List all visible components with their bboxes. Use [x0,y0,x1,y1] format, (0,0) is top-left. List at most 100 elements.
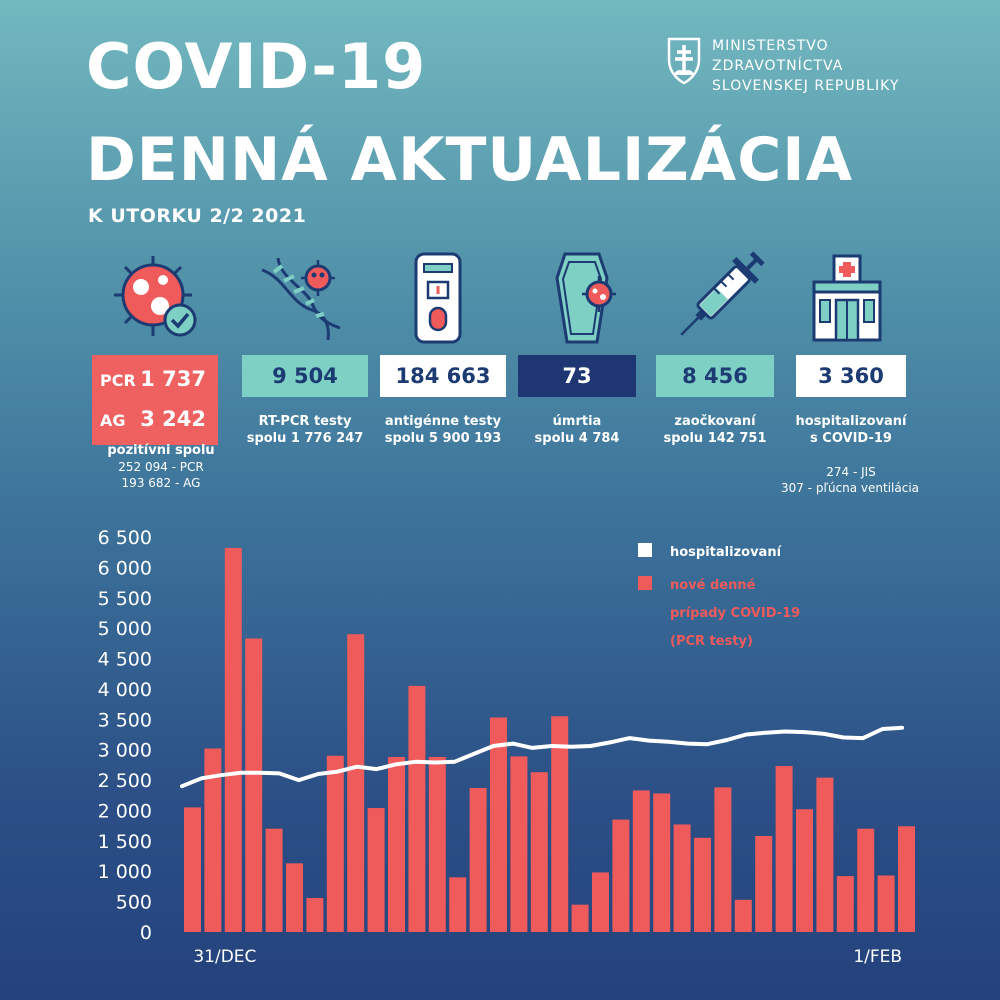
deaths-caption-line1: úmrtia [552,414,602,429]
date-subtitle: K UTORKU 2/2 2021 [88,205,307,227]
title-line-1: COVID-19 [86,30,427,103]
ag-label: AG [100,411,126,430]
rtpcr-caption-line1: RT-PCR testy [258,414,352,429]
y-tick-label: 2 500 [98,770,152,792]
bar [388,756,405,932]
rtpcr-box: 9 504 [242,355,368,397]
bar [245,638,263,932]
virus-check-icon [114,256,197,337]
bar [224,547,242,932]
bar [530,772,548,932]
y-tick-label: 4 500 [98,649,152,671]
pcr-value: 1 737 [140,367,206,391]
hospital-icon [812,254,882,342]
positive-total-pcr: 252 094 - PCR [118,460,204,474]
deaths-value: 73 [562,364,592,388]
bar [734,899,752,932]
legend-line-label: hospitalizovaní [670,545,783,560]
positive-box: PCR 1 737 AG 3 242 [92,355,218,445]
bar-series [184,547,915,932]
positive-total-ag: 193 682 - AG [121,476,201,490]
y-tick-label: 4 000 [98,679,152,701]
ministry-line-3: SLOVENSKEJ REPUBLIKY [712,78,900,94]
y-tick-label: 3 500 [98,709,152,731]
bar [775,766,793,932]
y-tick-label: 500 [116,892,152,914]
bar [490,717,507,932]
deaths-box: 73 [518,355,636,397]
y-tick-label: 6 500 [98,527,152,549]
bar [469,787,487,932]
y-tick-label: 1 000 [98,861,152,883]
y-tick-label: 6 000 [98,557,152,579]
bar [612,819,630,932]
y-tick-label: 5 000 [98,618,152,640]
bar [367,808,385,932]
bar [184,807,201,932]
bar [857,828,875,932]
bar [694,837,711,932]
bar [796,809,813,932]
antigen-value: 184 663 [395,364,491,388]
antigen-caption: antigénne testy spolu 5 900 193 [366,413,520,447]
bar [428,756,446,932]
ministry-logo: MINISTERSTVO ZDRAVOTNÍCTVA SLOVENSKEJ RE… [666,36,899,96]
dna-virus-icon [261,257,341,341]
deaths-caption-line2: spolu 4 784 [534,431,620,446]
hospitalized-line [180,725,904,789]
positive-caption: pozitívni spolu [107,443,215,458]
x-tick-label: 1/FEB [853,947,902,967]
bar [592,872,609,932]
bar [204,748,222,932]
bar [306,897,324,932]
bar [347,634,365,932]
antigen-caption-line1: antigénne testy [384,414,502,429]
y-tick-label: 5 500 [98,588,152,610]
bar [408,685,426,932]
deaths-caption: úmrtia spolu 4 784 [510,413,644,447]
legend-line-swatch [638,543,652,557]
test-kit-icon [414,252,462,344]
bar [510,756,528,932]
bar [836,876,854,932]
bar [551,716,569,932]
vaccinated-caption-line1: zaočkovaní [674,414,756,429]
antigen-box: 184 663 [380,355,506,397]
y-tick-label: 0 [140,922,152,944]
hospitalized-ventilation: 307 - pľúcna ventilácia [780,481,920,495]
bar [632,790,650,932]
pcr-label: PCR [100,371,136,390]
vaccinated-caption-line2: spolu 142 751 [663,431,767,446]
hospitalized-caption-line1: hospitalizovaní [795,414,907,429]
antigen-caption-line2: spolu 5 900 193 [384,431,502,446]
ag-value: 3 242 [140,407,206,431]
hospitalized-box: 3 360 [796,355,906,397]
rtpcr-caption-line2: spolu 1 776 247 [246,431,364,446]
bar [673,824,691,932]
bar [449,877,467,932]
y-tick-label: 3 000 [98,740,152,762]
hospitalized-value: 3 360 [818,364,884,388]
bar [816,777,834,932]
hospitalized-caption-line2: s COVID-19 [810,431,892,446]
rtpcr-caption: RT-PCR testy spolu 1 776 247 [228,413,382,447]
coat-of-arms-icon [667,37,701,85]
coffin-icon [555,252,616,344]
y-axis: 6 500 6 000 5 500 5 000 4 500 4 000 3 500 3 000… [98,527,152,944]
bar [898,826,915,932]
y-tick-label: 1 500 [98,831,152,853]
legend-bar-label-3: (PCR testy) [670,634,753,649]
title-line-2: DENNÁ AKTUALIZÁCIA [86,125,854,195]
x-tick-label: 31/DEC [193,947,256,967]
vaccinated-value: 8 456 [682,364,748,388]
bar [755,835,773,932]
legend-bar-label-1: nové denné [670,578,756,593]
legend: hospitalizovaní nové denné prípady COVID… [638,543,800,649]
legend-bar-label-2: prípady COVID-19 [670,606,800,621]
vaccinated-caption: zaočkovaní spolu 142 751 [648,413,782,447]
bar [877,875,895,932]
x-axis: 31/DEC 1/FEB [193,947,902,967]
bar [714,787,732,932]
syringe-icon [680,251,765,336]
y-tick-label: 2 000 [98,800,152,822]
